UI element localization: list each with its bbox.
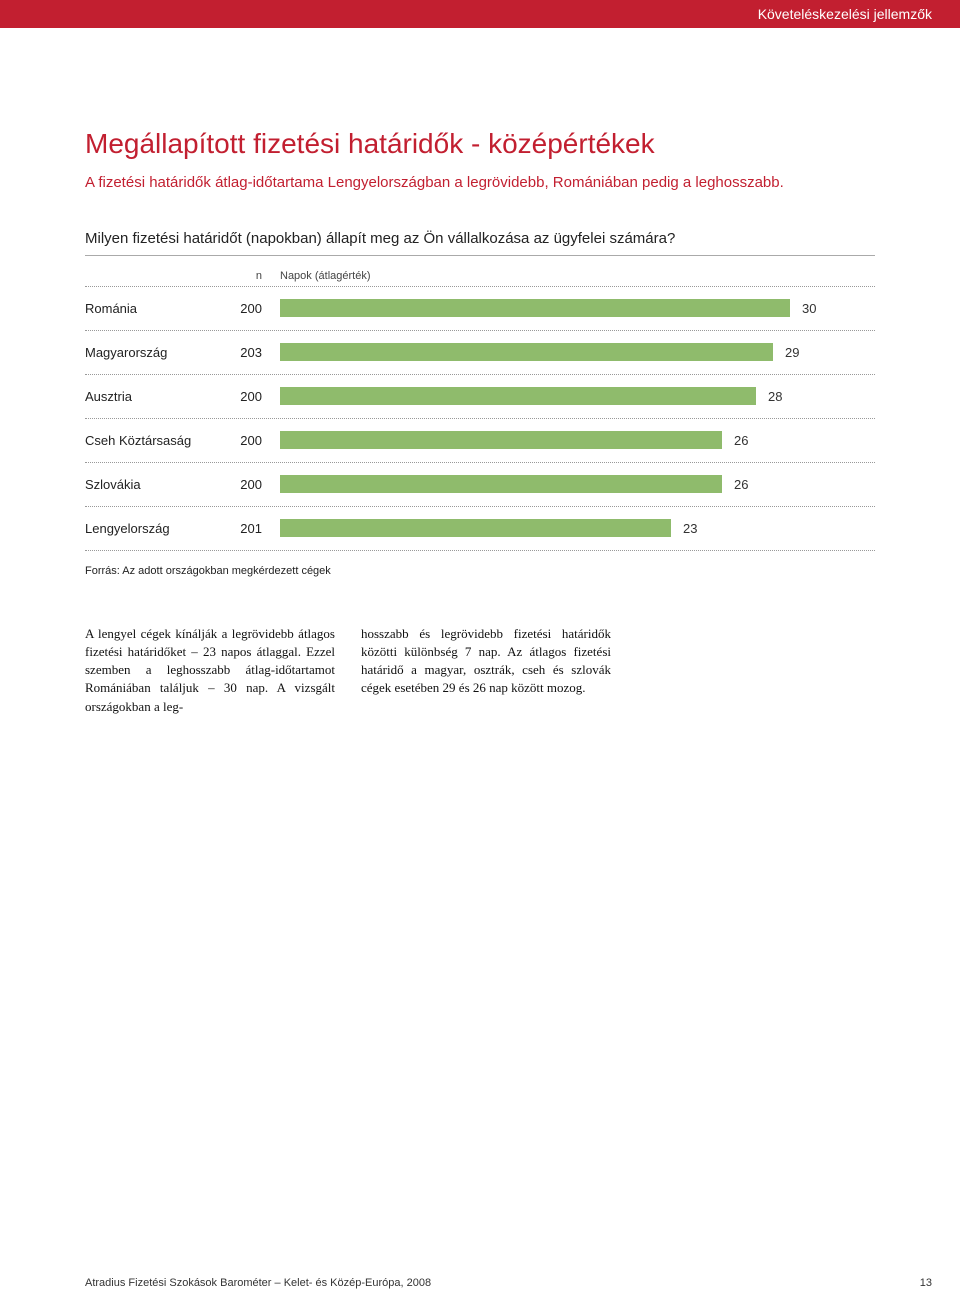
row-n: 203 [230, 345, 280, 360]
chart-rows: Románia20030Magyarország20329Ausztria200… [85, 287, 875, 551]
header-n: n [230, 270, 280, 282]
row-label: Ausztria [85, 389, 230, 404]
bar [280, 431, 722, 449]
body-columns: A lengyel cégek kínálják a legrövidebb á… [85, 625, 875, 716]
row-label: Szlovákia [85, 477, 230, 492]
bar [280, 299, 790, 317]
row-bar-wrap: 28 [280, 387, 875, 405]
bar [280, 519, 671, 537]
bar-value: 30 [802, 301, 816, 316]
row-n: 200 [230, 477, 280, 492]
row-n: 200 [230, 389, 280, 404]
chart-row: Lengyelország201 23 [85, 507, 875, 551]
page-footer: Atradius Fizetési Szokások Barométer – K… [85, 1277, 932, 1289]
bar [280, 387, 756, 405]
row-label: Lengyelország [85, 521, 230, 536]
row-label: Cseh Köztársaság [85, 433, 230, 448]
chart-row: Cseh Köztársaság200 26 [85, 419, 875, 463]
row-n: 201 [230, 521, 280, 536]
footer-left: Atradius Fizetési Szokások Barométer – K… [85, 1277, 431, 1289]
chart-question: Milyen fizetési határidőt (napokban) áll… [85, 230, 875, 256]
body-col-2: hosszabb és legrövidebb fizetési határid… [361, 625, 611, 716]
bar-value: 26 [734, 433, 748, 448]
bar-value: 23 [683, 521, 697, 536]
bar-value: 26 [734, 477, 748, 492]
chart-header: n Napok (átlagérték) [85, 264, 875, 287]
row-label: Románia [85, 301, 230, 316]
row-n: 200 [230, 301, 280, 316]
bar-value: 28 [768, 389, 782, 404]
bar [280, 343, 773, 361]
row-bar-wrap: 26 [280, 431, 875, 449]
body-col-1: A lengyel cégek kínálják a legrövidebb á… [85, 625, 335, 716]
chart-row: Magyarország203 29 [85, 331, 875, 375]
row-bar-wrap: 23 [280, 519, 875, 537]
page-title: Megállapított fizetési határidők - közép… [85, 128, 875, 160]
row-label: Magyarország [85, 345, 230, 360]
row-bar-wrap: 30 [280, 299, 875, 317]
row-n: 200 [230, 433, 280, 448]
page-content: Megállapított fizetési határidők - közép… [0, 28, 960, 716]
header-bar-label: Napok (átlagérték) [280, 270, 875, 282]
chart-row: Románia200 30 [85, 287, 875, 331]
bar-chart: n Napok (átlagérték) Románia20030Magyaro… [85, 264, 875, 551]
row-bar-wrap: 26 [280, 475, 875, 493]
page-subtitle: A fizetési határidők átlag-időtartama Le… [85, 172, 875, 194]
header-label: Követeléskezelési jellemzők [758, 6, 932, 22]
chart-source: Forrás: Az adott országokban megkérdezet… [85, 565, 875, 577]
row-bar-wrap: 29 [280, 343, 875, 361]
header-bar: Követeléskezelési jellemzők [0, 0, 960, 28]
bar [280, 475, 722, 493]
chart-row: Ausztria200 28 [85, 375, 875, 419]
bar-value: 29 [785, 345, 799, 360]
chart-row: Szlovákia200 26 [85, 463, 875, 507]
footer-page-number: 13 [920, 1277, 932, 1289]
